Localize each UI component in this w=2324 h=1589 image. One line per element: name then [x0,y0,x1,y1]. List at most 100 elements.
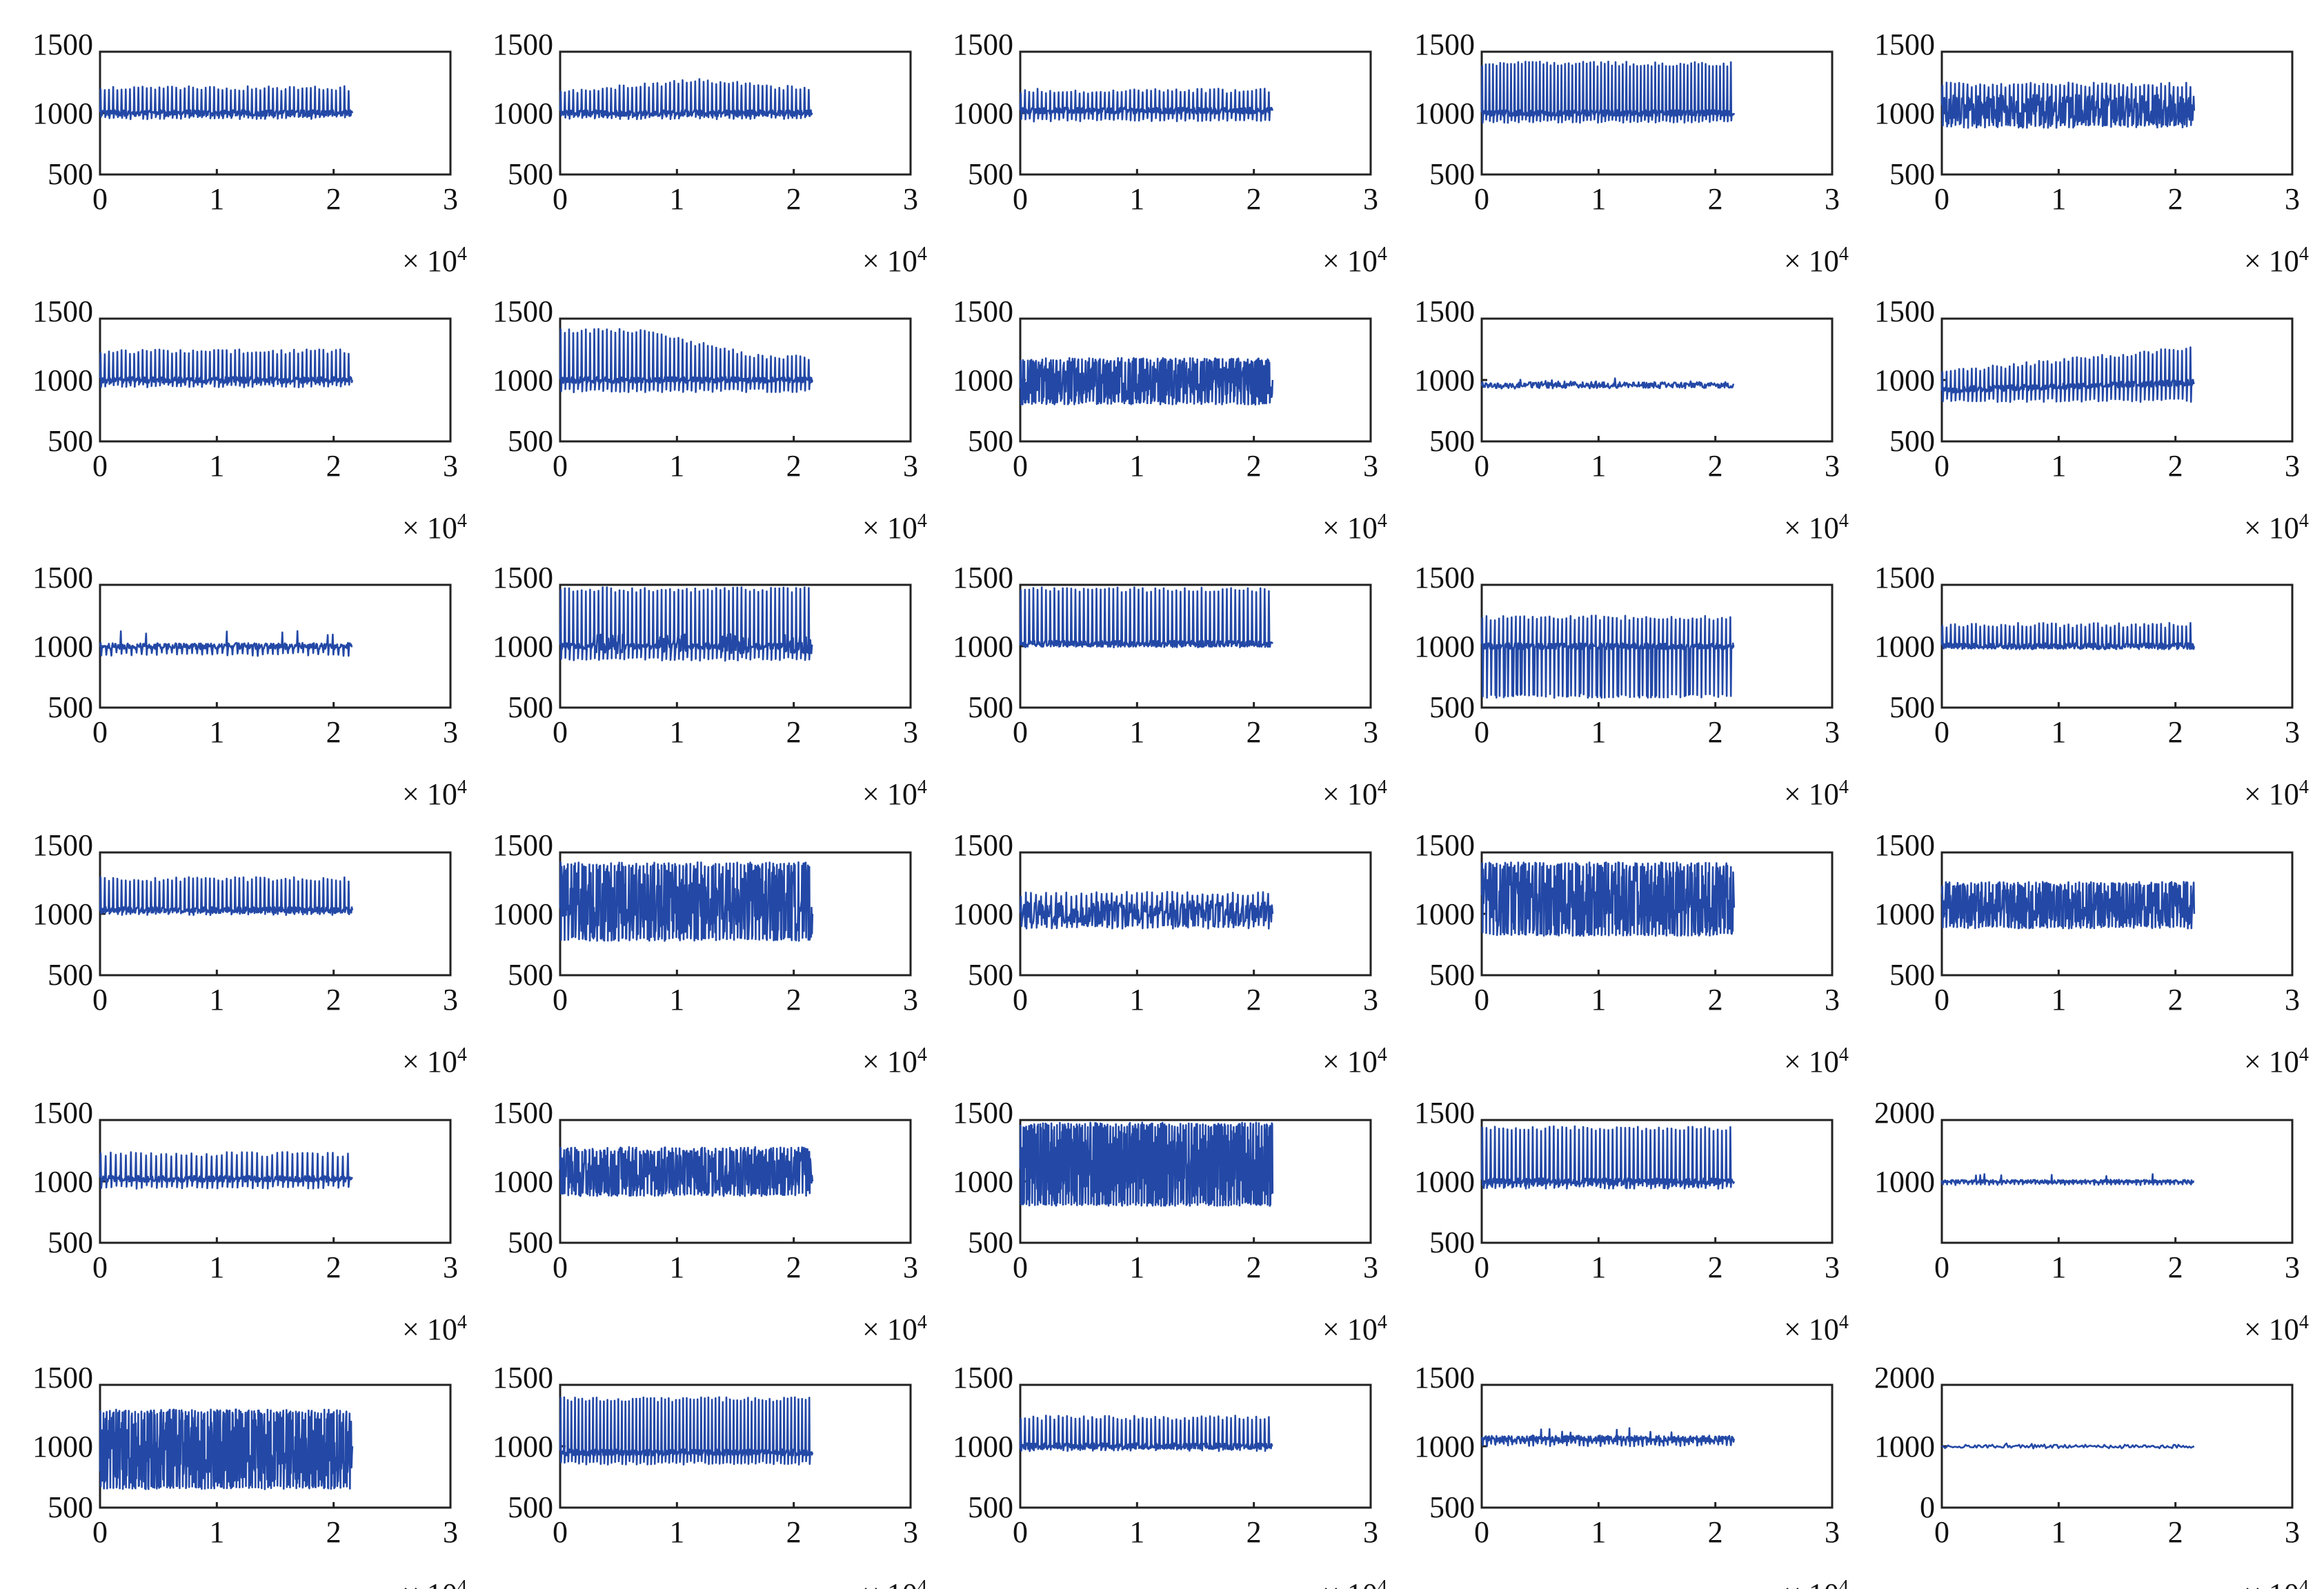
x-tick-label: 3 [1825,715,1840,749]
x-tick-label: 0 [1934,715,1949,749]
x-tick-label: 2 [786,983,802,1017]
x-exponent-label: × 104 [1322,510,1387,545]
y-tick-label: 1000 [1874,1165,1935,1199]
y-tick-label: 0 [1920,1490,1935,1524]
x-tick-label: 1 [209,983,224,1017]
x-tick-label: 3 [443,449,458,483]
x-exponent-superscript: 4 [1378,1044,1387,1066]
y-tick-label: 1000 [32,1430,93,1463]
y-tick-label: 1500 [493,1361,553,1395]
x-tick-label: 0 [92,1250,108,1284]
signal-trace [1940,621,2196,650]
x-tick-label: 1 [1591,1515,1606,1549]
y-tick-label: 1000 [32,363,93,397]
y-tick-label: 1000 [32,97,93,130]
x-exponent-label: × 104 [1784,1577,1849,1589]
y-tick-label: 1500 [32,828,93,862]
x-tick-label: 0 [553,449,568,483]
x-tick-label: 1 [1591,1250,1606,1284]
signal-trace [99,876,354,916]
x-exponent-label: × 104 [1784,243,1849,278]
x-tick-label: 2 [326,449,341,483]
x-exponent-label: × 104 [862,1577,927,1589]
x-exponent-label: × 104 [1322,777,1387,811]
x-tick-label: 1 [1129,1250,1144,1284]
x-tick-label: 0 [553,1250,568,1284]
x-exponent-label: × 104 [2244,243,2309,278]
x-tick-label: 2 [2168,1515,2183,1549]
y-tick-label: 1000 [32,1165,93,1199]
y-tick-label: 500 [1889,424,1935,458]
y-tick-label: 1500 [493,561,553,594]
x-exponent-superscript: 4 [457,243,467,265]
x-tick-label: 1 [1129,1515,1144,1549]
y-tick-label: 1000 [1874,97,1935,130]
y-tick-label: 500 [508,1490,553,1524]
x-exponent-label: × 104 [402,510,467,545]
x-exponent-label: × 104 [402,243,467,278]
x-tick-label: 0 [1013,1515,1028,1549]
signal-trace [1480,61,1736,124]
signal-trace [559,1396,814,1466]
x-tick-label: 3 [903,1250,918,1284]
x-exponent-superscript: 4 [1839,510,1849,532]
y-tick-label: 500 [508,958,553,992]
x-tick-label: 0 [92,983,108,1017]
y-tick-label: 1000 [953,363,1013,397]
signal-trace [1019,88,1274,123]
x-tick-label: 2 [2168,1250,2183,1284]
y-tick-label: 1000 [1874,363,1935,397]
x-tick-label: 3 [903,715,918,749]
x-exponent-superscript: 4 [1378,510,1387,532]
subplot-25: 2000 1000 0 1 2 3 × 104 [1874,1096,2309,1346]
x-tick-label: 0 [553,182,568,216]
y-tick-label: 500 [968,690,1013,724]
y-tick-label: 500 [1429,1226,1475,1259]
y-tick-label: 1500 [953,294,1013,328]
y-tick-label: 1500 [1414,828,1475,862]
x-exponent-label: × 104 [1784,510,1849,545]
x-tick-label: 2 [326,715,341,749]
x-exponent-superscript: 4 [917,1312,927,1333]
x-tick-label: 2 [2168,983,2183,1017]
signal-trace [1480,377,1735,390]
x-tick-label: 2 [1247,449,1262,483]
x-exponent-label: × 104 [2244,510,2309,545]
x-tick-label: 1 [209,449,224,483]
x-tick-label: 2 [786,1515,802,1549]
x-exponent-label: × 104 [1322,1044,1387,1079]
x-exponent-superscript: 4 [2299,1577,2309,1589]
x-exponent-superscript: 4 [1378,1577,1387,1589]
y-tick-label: 1500 [953,1361,1013,1395]
x-tick-label: 0 [1013,983,1028,1017]
signal-trace [1480,614,1735,699]
x-tick-label: 1 [2051,449,2066,483]
x-tick-label: 0 [1474,182,1489,216]
y-tick-label: 1500 [1874,828,1935,862]
y-tick-label: 1000 [1414,630,1475,663]
y-tick-label: 1000 [1414,97,1475,130]
signal-trace [1019,1415,1273,1452]
y-tick-label: 1500 [32,1096,93,1130]
x-tick-label: 1 [209,715,224,749]
y-tick-label: 500 [968,1226,1013,1259]
y-tick-label: 500 [1429,690,1475,724]
x-tick-label: 1 [669,715,684,749]
x-tick-label: 1 [2051,1250,2066,1284]
x-tick-label: 1 [2051,983,2066,1017]
y-tick-label: 1500 [1414,561,1475,594]
x-tick-label: 2 [1708,983,1723,1017]
x-tick-label: 3 [1363,182,1378,216]
x-exponent-label: × 104 [2244,777,2309,811]
x-tick-label: 0 [92,715,108,749]
